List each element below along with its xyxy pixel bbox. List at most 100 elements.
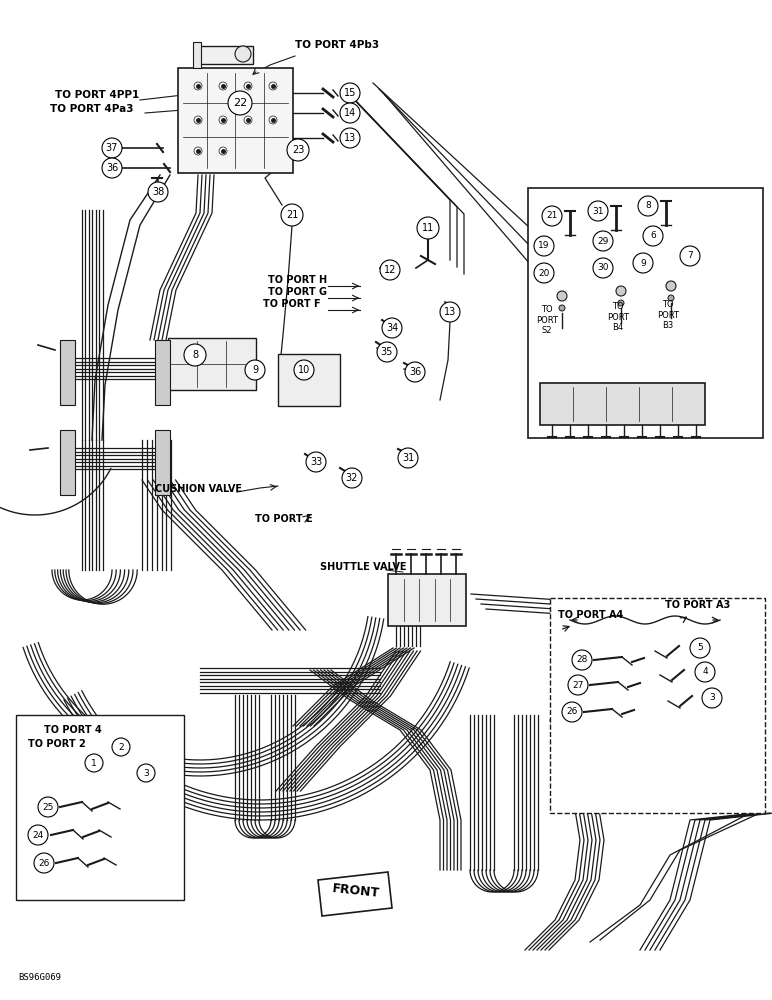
Bar	[528, 188, 763, 438]
Circle shape	[342, 468, 362, 488]
Text: 21: 21	[547, 212, 557, 221]
Circle shape	[616, 286, 626, 296]
Text: 35: 35	[381, 347, 393, 357]
Circle shape	[102, 158, 122, 178]
Circle shape	[440, 302, 460, 322]
Circle shape	[228, 91, 252, 115]
Circle shape	[572, 650, 592, 670]
Text: 7: 7	[687, 251, 693, 260]
Circle shape	[294, 360, 314, 380]
Circle shape	[588, 201, 608, 221]
Circle shape	[557, 291, 567, 301]
Text: 3: 3	[143, 768, 149, 778]
Circle shape	[618, 300, 624, 306]
Circle shape	[34, 853, 54, 873]
Circle shape	[702, 688, 722, 708]
Bar	[60, 340, 75, 405]
Text: TO PORT F: TO PORT F	[263, 299, 320, 309]
Circle shape	[112, 738, 130, 756]
Circle shape	[593, 258, 613, 278]
Text: 37: 37	[106, 143, 118, 153]
Circle shape	[534, 236, 554, 256]
Text: TO PORT A4: TO PORT A4	[558, 610, 623, 620]
Text: 8: 8	[645, 202, 651, 211]
Text: 27: 27	[572, 680, 584, 690]
Text: 36: 36	[106, 163, 118, 173]
Text: TO PORT A3: TO PORT A3	[665, 600, 730, 610]
Text: TO PORT 2: TO PORT 2	[28, 739, 86, 749]
Bar	[388, 574, 466, 626]
Text: 15: 15	[344, 88, 356, 98]
Circle shape	[534, 263, 554, 283]
Circle shape	[633, 253, 653, 273]
Circle shape	[245, 360, 265, 380]
Text: 32: 32	[346, 473, 358, 483]
Bar	[550, 598, 765, 813]
Text: TO PORT 4Pb3: TO PORT 4Pb3	[295, 40, 379, 50]
Circle shape	[340, 103, 360, 123]
Text: 20: 20	[538, 268, 550, 277]
Circle shape	[643, 226, 663, 246]
Text: TO PORT E: TO PORT E	[255, 514, 313, 524]
Bar	[60, 430, 75, 495]
Text: 25: 25	[42, 802, 54, 812]
Circle shape	[137, 764, 155, 782]
Bar	[155, 340, 170, 405]
Text: TO PORT 4PP1: TO PORT 4PP1	[55, 90, 139, 100]
Text: 14: 14	[344, 108, 356, 118]
Text: 2: 2	[118, 742, 124, 752]
Circle shape	[568, 675, 588, 695]
Text: 8: 8	[192, 350, 198, 360]
Bar	[178, 68, 293, 173]
Circle shape	[306, 452, 326, 472]
Bar	[540, 383, 705, 425]
Text: 26: 26	[39, 858, 49, 867]
Circle shape	[382, 318, 402, 338]
Text: FRONT: FRONT	[332, 882, 381, 900]
Circle shape	[377, 342, 397, 362]
Circle shape	[559, 305, 565, 311]
Circle shape	[417, 217, 439, 239]
Text: 1: 1	[91, 758, 96, 768]
Circle shape	[380, 260, 400, 280]
Circle shape	[666, 281, 676, 291]
Text: 5: 5	[697, 644, 703, 652]
Text: TO PORT G: TO PORT G	[268, 287, 327, 297]
Bar	[155, 430, 170, 495]
Text: TO PORT H: TO PORT H	[268, 275, 327, 285]
Text: 31: 31	[402, 453, 414, 463]
Circle shape	[148, 182, 168, 202]
Bar	[198, 46, 253, 64]
Text: CUSHION VALVE: CUSHION VALVE	[155, 484, 242, 494]
Text: 21: 21	[286, 210, 298, 220]
Circle shape	[85, 754, 103, 772]
Circle shape	[405, 362, 425, 382]
Text: BS96G069: BS96G069	[18, 973, 61, 982]
Text: TO
PORT
B3: TO PORT B3	[657, 300, 679, 330]
Polygon shape	[318, 872, 392, 916]
Circle shape	[638, 196, 658, 216]
Text: 4: 4	[703, 668, 708, 676]
Text: 24: 24	[32, 830, 44, 840]
Text: SHUTTLE VALVE: SHUTTLE VALVE	[320, 562, 407, 572]
Bar	[278, 354, 340, 406]
Circle shape	[593, 231, 613, 251]
Circle shape	[562, 702, 582, 722]
Text: 11: 11	[422, 223, 434, 233]
Text: 36: 36	[409, 367, 421, 377]
Text: TO PORT 4: TO PORT 4	[44, 725, 102, 735]
Circle shape	[695, 662, 715, 682]
Circle shape	[38, 797, 58, 817]
Text: 13: 13	[344, 133, 356, 143]
Text: 29: 29	[598, 236, 608, 245]
Circle shape	[235, 46, 251, 62]
Circle shape	[281, 204, 303, 226]
Text: TO
PORT
S2: TO PORT S2	[536, 305, 558, 335]
Text: 9: 9	[252, 365, 258, 375]
Circle shape	[28, 825, 48, 845]
Circle shape	[690, 638, 710, 658]
Text: 30: 30	[598, 263, 609, 272]
Text: 10: 10	[298, 365, 310, 375]
Circle shape	[287, 139, 309, 161]
Bar	[16, 715, 184, 900]
